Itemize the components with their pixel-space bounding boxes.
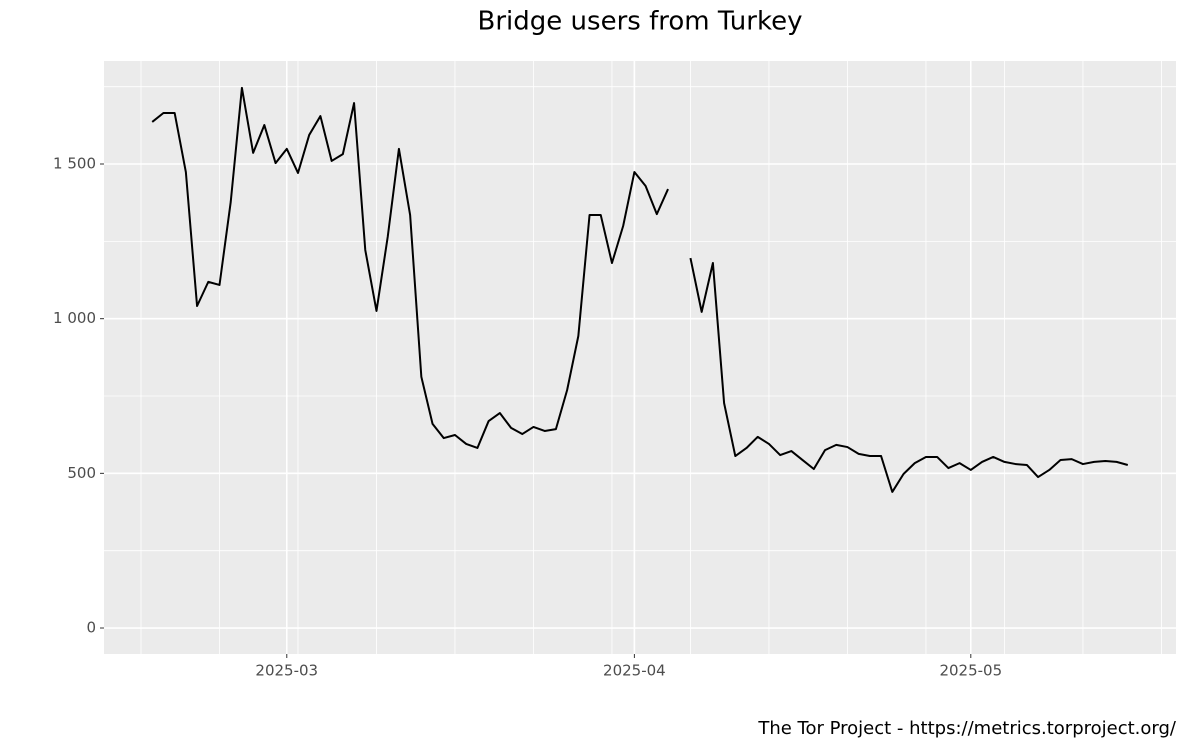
caption: The Tor Project - https://metrics.torpro… (757, 718, 1177, 739)
y-tick-label: 500 (67, 464, 96, 482)
y-tick-label: 0 (86, 619, 96, 637)
grid (100, 61, 1176, 658)
x-tick-label: 2025-05 (939, 662, 1002, 680)
plot-panel (104, 61, 1176, 654)
x-tick-label: 2025-03 (255, 662, 318, 680)
chart-title: Bridge users from Turkey (478, 7, 803, 37)
y-tick-label: 1 000 (53, 309, 96, 327)
marks (151, 86, 1129, 493)
line-series (151, 86, 1129, 493)
y-tick-label: 1 500 (53, 155, 96, 173)
x-tick-label: 2025-04 (603, 662, 666, 680)
